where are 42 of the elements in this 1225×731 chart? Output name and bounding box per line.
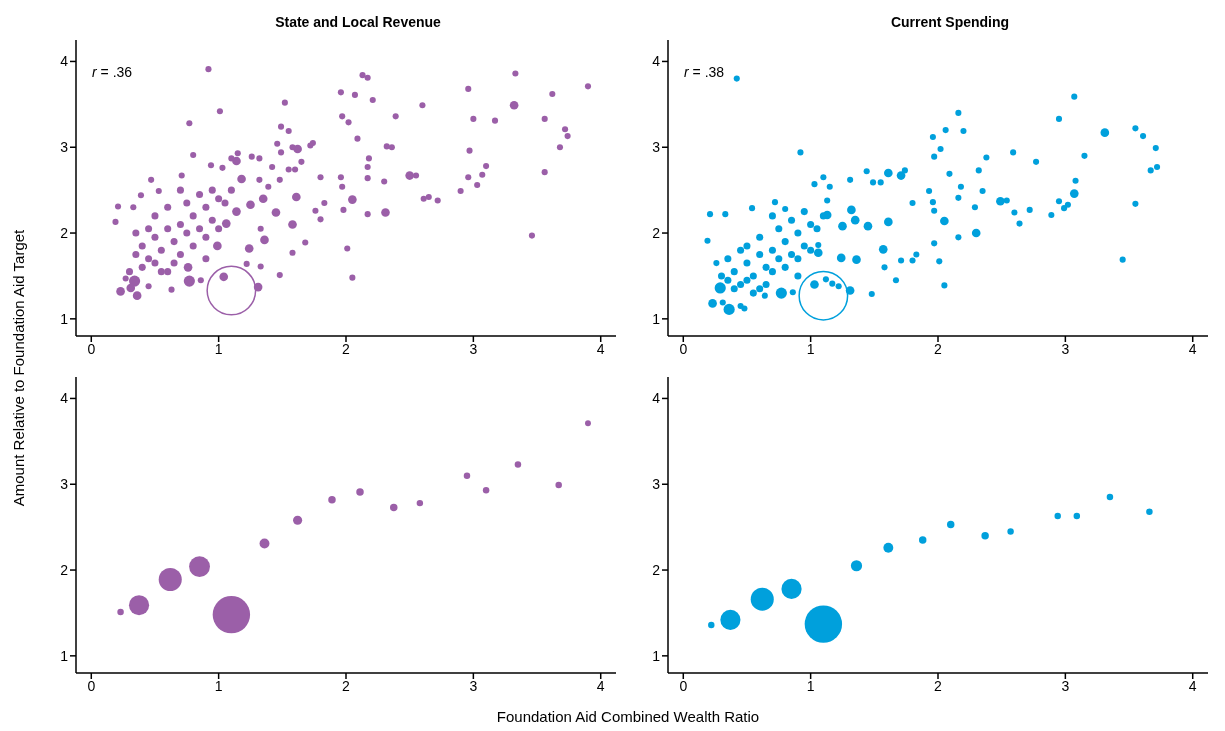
y-tick-label: 4 xyxy=(652,390,661,407)
x-tick-label: 2 xyxy=(342,677,351,694)
y-tick-label: 3 xyxy=(60,476,69,493)
y-tick-label: 3 xyxy=(60,139,69,156)
chart-title: Current Spending xyxy=(889,14,1011,30)
y-tick-label: 4 xyxy=(652,53,661,70)
x-axis-title: Foundation Aid Combined Wealth Ratio xyxy=(496,708,760,725)
x-tick-label: 3 xyxy=(1061,340,1070,357)
x-tick-label: 1 xyxy=(214,340,223,357)
y-tick-label: 2 xyxy=(652,225,661,242)
x-tick-label: 4 xyxy=(1188,340,1197,357)
y-axis-title: Amount Relative to Foundation Aid Target xyxy=(9,229,27,507)
y-tick-label: 1 xyxy=(60,647,69,664)
annotation: r = .38 xyxy=(684,64,725,80)
x-tick-label: 3 xyxy=(469,677,478,694)
y-tick-label: 4 xyxy=(60,53,69,70)
y-tick-label: 1 xyxy=(652,647,661,664)
x-tick-label: 4 xyxy=(1188,677,1197,694)
x-tick-label: 2 xyxy=(934,677,943,694)
x-tick-label: 1 xyxy=(806,340,815,357)
x-tick-label: 2 xyxy=(934,340,943,357)
y-tick-label: 1 xyxy=(60,310,69,327)
chart-title: State and Local Revenue xyxy=(274,14,442,30)
x-tick-label: 0 xyxy=(679,677,688,694)
y-tick-label: 2 xyxy=(652,562,661,579)
x-tick-label: 3 xyxy=(1061,677,1070,694)
x-tick-label: 1 xyxy=(806,677,815,694)
x-tick-label: 4 xyxy=(596,677,605,694)
y-tick-label: 3 xyxy=(652,476,661,493)
y-tick-label: 3 xyxy=(652,139,661,156)
y-tick-label: 2 xyxy=(60,562,69,579)
x-tick-label: 0 xyxy=(679,340,688,357)
x-tick-label: 4 xyxy=(596,340,605,357)
x-tick-label: 1 xyxy=(214,677,223,694)
annotation: r = .36 xyxy=(92,64,133,80)
x-tick-label: 3 xyxy=(469,340,478,357)
x-tick-label: 2 xyxy=(342,340,351,357)
x-tick-label: 0 xyxy=(87,340,96,357)
y-tick-label: 2 xyxy=(60,225,69,242)
y-tick-label: 1 xyxy=(652,310,661,327)
y-tick-label: 4 xyxy=(60,390,69,407)
x-tick-label: 0 xyxy=(87,677,96,694)
